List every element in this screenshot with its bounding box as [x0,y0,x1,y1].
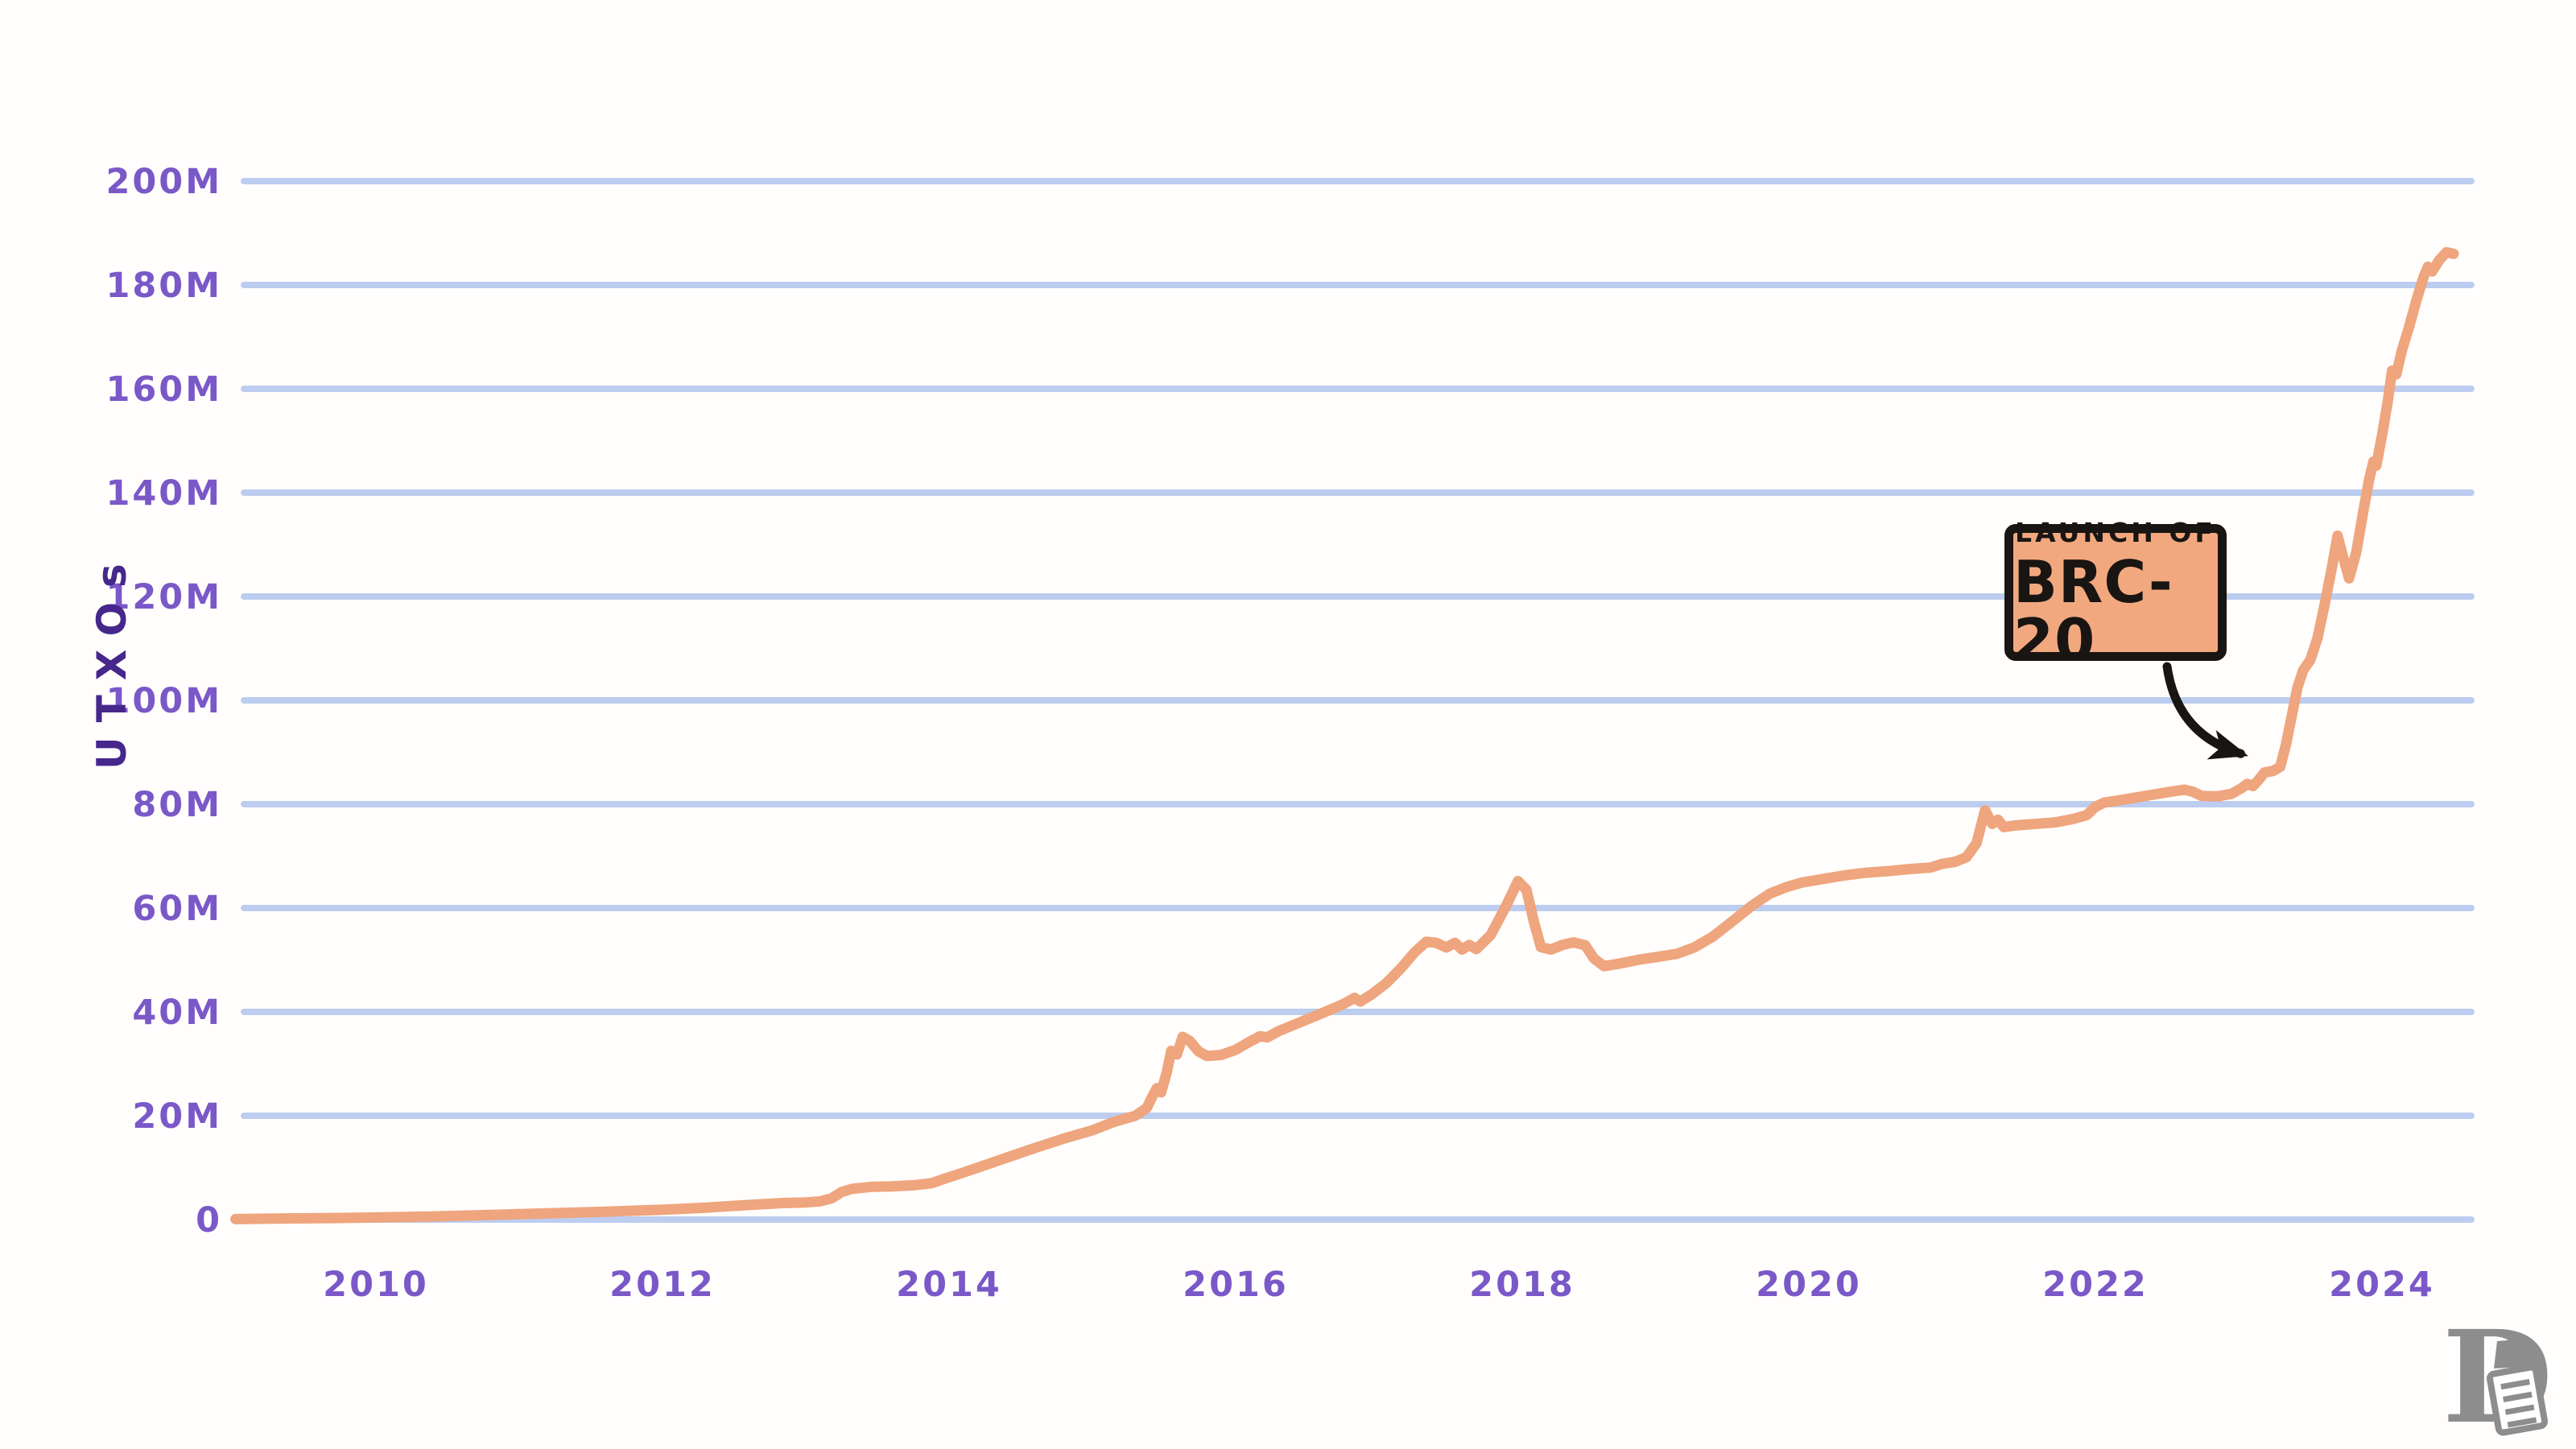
logo-scroll-line [2504,1404,2535,1415]
annotation-line2: BRC-20 [2013,547,2174,674]
x-tick-label: 2022 [2042,1265,2149,1305]
y-tick-label: 140M [105,473,222,514]
y-tick-label: 160M [105,369,222,410]
y-axis-tick-labels: 0 20M 40M 60M 80M 100M 120M 140M 160M 180M 200M [105,162,222,1241]
y-tick-label: 200M [105,162,222,202]
logo-scroll-line [2507,1417,2537,1428]
y-tick-label: 0 [196,1200,222,1241]
y-tick-label: 120M [105,577,222,617]
x-tick-label: 2010 [323,1265,429,1305]
brand-logo-icon: D [2442,1311,2553,1439]
y-tick-label: 20M [132,1096,222,1137]
x-tick-label: 2016 [1183,1265,1289,1305]
y-tick-label: 80M [132,785,222,825]
annotation-box: LAUNCH OF BRC-20 [2004,517,2227,669]
logo-scroll-line [2503,1391,2533,1402]
y-tick-label: 60M [132,889,222,929]
x-axis-tick-labels: 2010 2012 2014 2016 2018 2020 2022 2024 [323,1265,2435,1305]
x-tick-label: 2012 [609,1265,716,1305]
x-tick-label: 2020 [1756,1265,1862,1305]
utxo-line-series [230,246,2459,1224]
x-tick-label: 2024 [2329,1265,2435,1305]
x-tick-label: 2018 [1469,1265,1575,1305]
logo-scroll-line [2500,1379,2530,1390]
annotation-line1: LAUNCH OF [2015,516,2216,548]
gridlines [241,178,2475,1223]
y-tick-label: 180M [105,266,222,306]
y-tick-label: 40M [132,993,222,1033]
annotation-arrow [2162,662,2249,760]
x-tick-label: 2014 [896,1265,1002,1305]
y-axis-title: UTXOs [89,549,135,770]
y-tick-label: 100M [105,681,222,721]
